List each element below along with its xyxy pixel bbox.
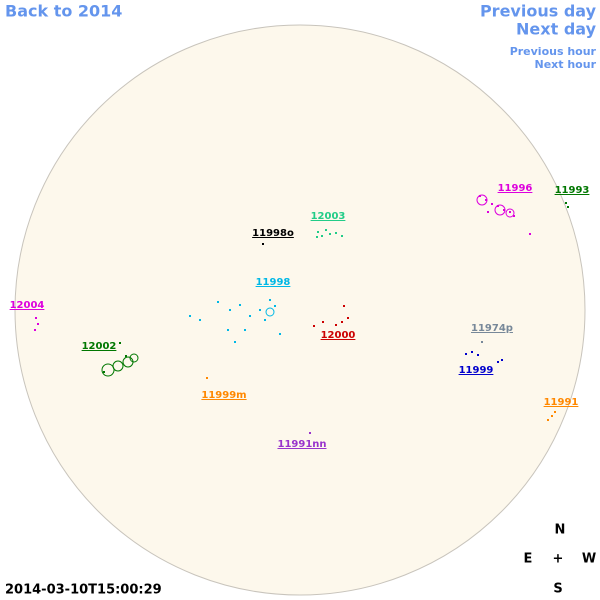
region-spot — [262, 243, 264, 245]
region-spot — [509, 211, 511, 213]
region-spot — [513, 215, 515, 217]
region-label[interactable]: 11974p — [471, 323, 513, 334]
region-spot — [217, 301, 219, 303]
region-spot — [112, 360, 124, 372]
region-spot — [341, 321, 343, 323]
region-spot — [269, 299, 271, 301]
region-spot — [35, 317, 37, 319]
region-spot — [244, 329, 246, 331]
next-day-link[interactable]: Next day — [516, 20, 597, 39]
region-spot — [103, 371, 105, 373]
region-spot — [101, 363, 115, 377]
region-spot — [481, 341, 483, 343]
region-spot — [567, 206, 569, 208]
region-label[interactable]: 11999 — [459, 365, 494, 376]
region-spot — [497, 205, 499, 207]
region-spot — [313, 325, 315, 327]
previous-hour-link[interactable]: Previous hour — [510, 45, 597, 58]
region-spot — [565, 202, 567, 204]
region-label[interactable]: 11993 — [555, 185, 590, 196]
region-label[interactable]: 12003 — [311, 211, 346, 222]
compass-west: W — [582, 552, 596, 567]
region-label[interactable]: 11999m — [201, 390, 246, 401]
region-label[interactable]: 11996 — [498, 183, 533, 194]
region-spot — [347, 317, 349, 319]
region-spot — [329, 233, 331, 235]
region-label[interactable]: 12000 — [321, 330, 356, 341]
region-label[interactable]: 11991nn — [277, 439, 326, 450]
region-spot — [471, 351, 473, 353]
region-spot — [227, 329, 229, 331]
region-label[interactable]: 11998 — [256, 277, 291, 288]
solar-disc — [14, 24, 586, 596]
region-spot — [125, 355, 127, 357]
region-spot — [316, 236, 318, 238]
region-spot — [335, 324, 337, 326]
region-spot — [274, 305, 276, 307]
region-spot — [264, 319, 266, 321]
region-spot — [229, 309, 231, 311]
compass-south: S — [553, 582, 562, 597]
region-spot — [341, 235, 343, 237]
region-spot — [309, 432, 311, 434]
next-hour-link[interactable]: Next hour — [535, 58, 597, 71]
back-link[interactable]: Back to 2014 — [5, 2, 122, 21]
region-label[interactable]: 11991 — [544, 397, 579, 408]
region-spot — [189, 315, 191, 317]
region-spot — [465, 353, 467, 355]
region-spot — [505, 208, 515, 218]
region-spot — [501, 359, 503, 361]
region-label[interactable]: 11998o — [252, 228, 294, 239]
region-spot — [529, 233, 531, 235]
region-spot — [249, 315, 251, 317]
compass-east: E — [524, 552, 533, 567]
region-spot — [34, 329, 36, 331]
region-spot — [551, 415, 553, 417]
previous-day-link[interactable]: Previous day — [480, 2, 597, 21]
region-label[interactable]: 12004 — [10, 300, 45, 311]
region-spot — [234, 341, 236, 343]
region-spot — [317, 231, 319, 233]
region-spot — [554, 411, 556, 413]
region-spot — [321, 235, 323, 237]
region-spot — [479, 195, 481, 197]
region-spot — [503, 209, 505, 211]
region-spot — [265, 307, 275, 317]
region-spot — [497, 361, 499, 363]
region-spot — [335, 232, 337, 234]
region-spot — [239, 304, 241, 306]
region-spot — [491, 203, 493, 205]
region-spot — [325, 229, 327, 231]
region-spot — [259, 309, 261, 311]
region-spot — [37, 323, 39, 325]
region-spot — [322, 321, 324, 323]
region-spot — [343, 305, 345, 307]
region-spot — [129, 353, 139, 363]
timestamp: 2014-03-10T15:00:29 — [5, 583, 162, 598]
region-label[interactable]: 12002 — [82, 341, 117, 352]
region-spot — [485, 199, 487, 201]
region-spot — [279, 333, 281, 335]
compass-north: N — [555, 523, 566, 538]
region-spot — [119, 342, 121, 344]
region-spot — [206, 377, 208, 379]
region-spot — [487, 211, 489, 213]
compass-center: + — [553, 552, 564, 567]
region-spot — [477, 354, 479, 356]
region-spot — [199, 319, 201, 321]
region-spot — [547, 419, 549, 421]
